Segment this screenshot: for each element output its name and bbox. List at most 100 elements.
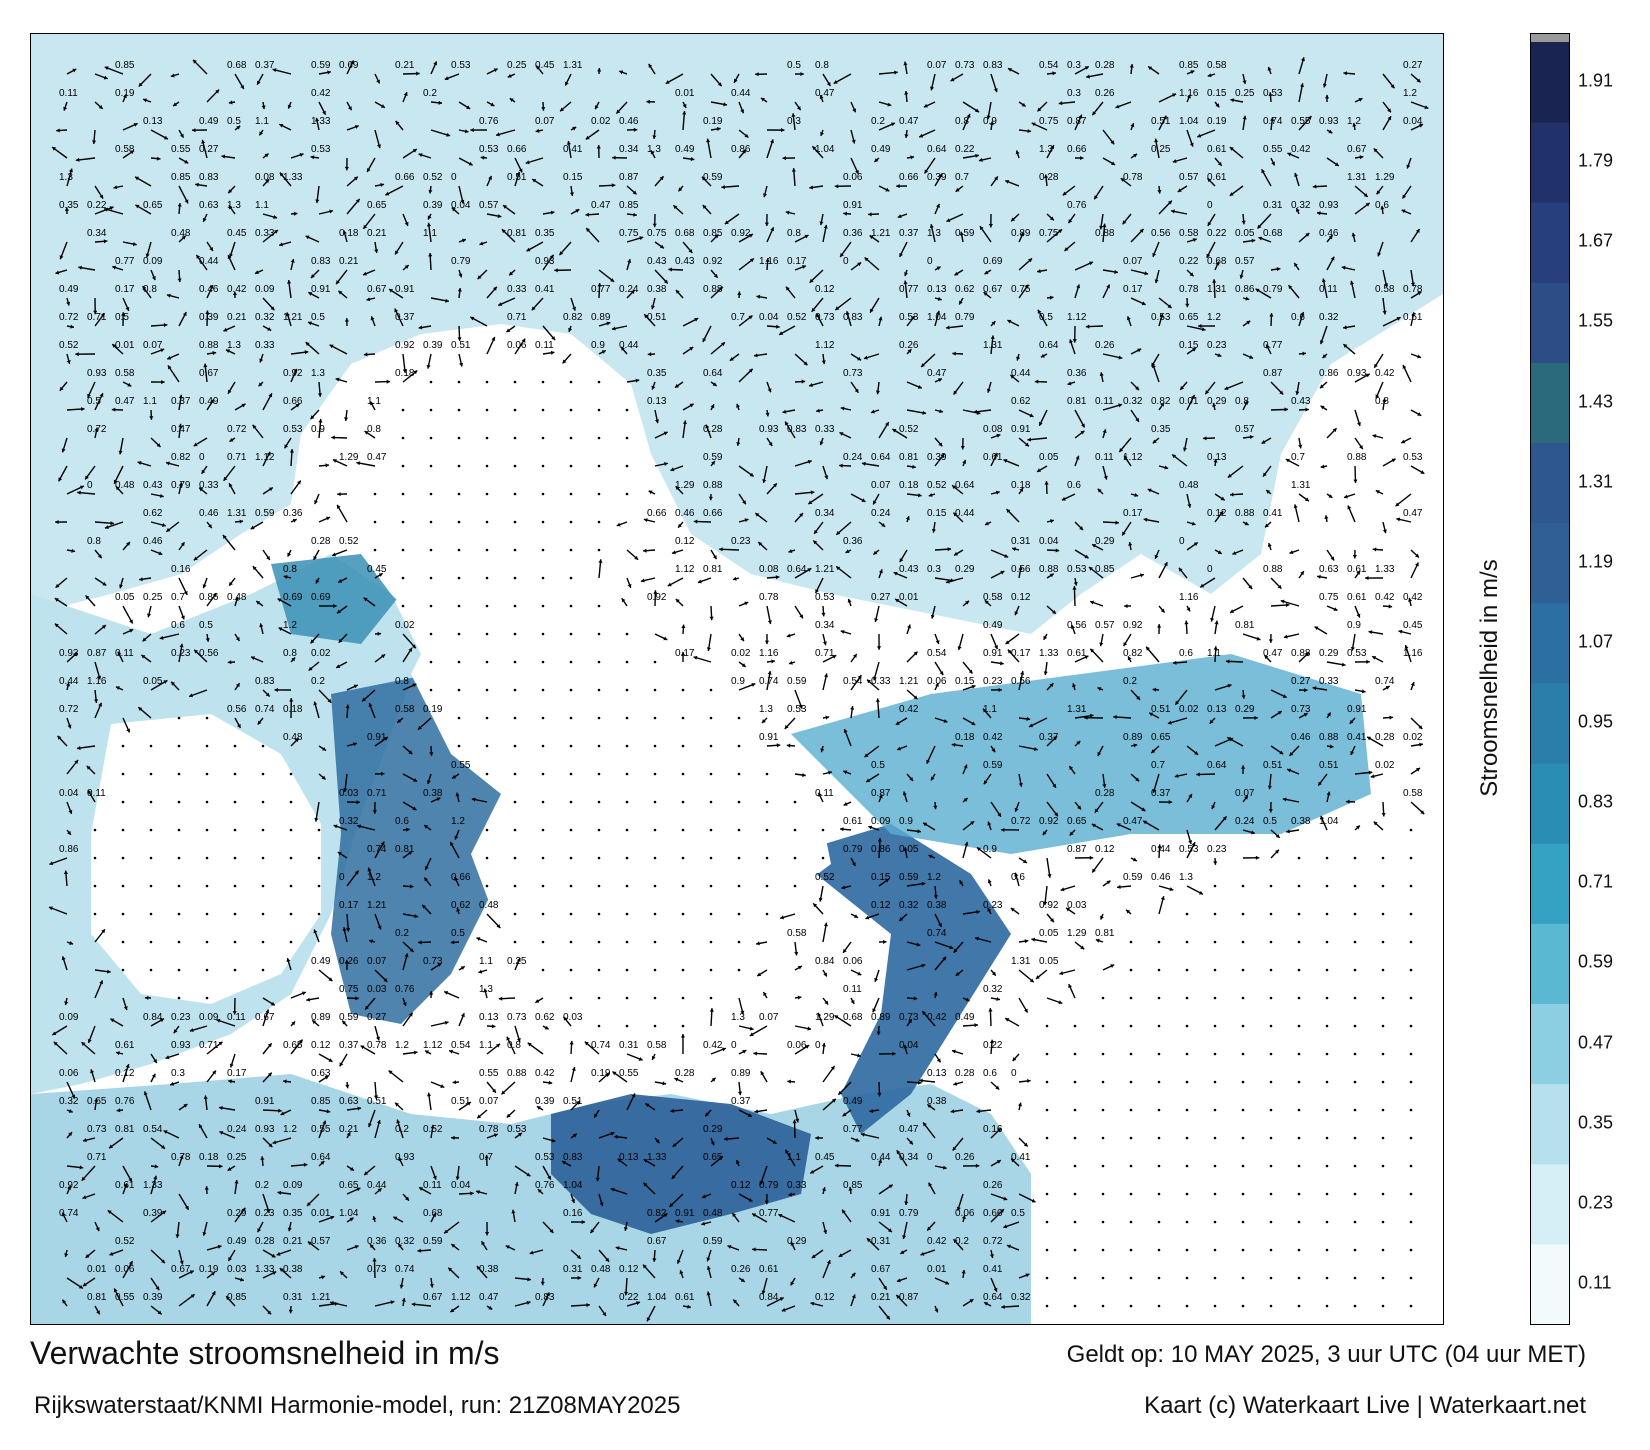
current-arrow-head bbox=[293, 211, 298, 216]
land-grid-dot bbox=[177, 940, 181, 944]
speed-label: 0.37 bbox=[1039, 732, 1059, 743]
land-grid-dot bbox=[1241, 1080, 1245, 1084]
speed-label: 0.02 bbox=[1375, 760, 1395, 771]
speed-label: 0.07 bbox=[759, 1012, 779, 1023]
current-arrow-head bbox=[1050, 145, 1055, 150]
speed-label: 0.37 bbox=[339, 1040, 359, 1051]
speed-label: 0.6 bbox=[1179, 648, 1193, 659]
speed-label: 0.09 bbox=[143, 256, 163, 267]
current-arrow-head bbox=[1374, 363, 1378, 368]
speed-label: 0.32 bbox=[1011, 1292, 1031, 1303]
current-arrow-head bbox=[1162, 115, 1167, 120]
current-arrow-head bbox=[209, 246, 213, 251]
land-grid-dot bbox=[1269, 1052, 1273, 1056]
land-grid-dot bbox=[821, 856, 825, 860]
current-arrow-head bbox=[404, 265, 409, 269]
current-arrow-head bbox=[338, 290, 343, 295]
speed-label: 0.5 bbox=[311, 312, 325, 323]
speed-label: 0.73 bbox=[843, 368, 863, 379]
current-arrow-head bbox=[466, 105, 471, 109]
speed-label: 0.18 bbox=[339, 228, 359, 239]
land-grid-dot bbox=[457, 744, 461, 748]
speed-label: 0.53 bbox=[1263, 88, 1283, 99]
speed-label: 0.68 bbox=[675, 228, 695, 239]
speed-label: 0.89 bbox=[591, 312, 611, 323]
current-arrow-head bbox=[1020, 232, 1024, 237]
current-arrow-head bbox=[1271, 161, 1275, 166]
speed-label: 0.12 bbox=[675, 536, 695, 547]
current-arrow-head bbox=[135, 176, 140, 181]
land-grid-dot bbox=[485, 856, 489, 860]
current-arrow-head bbox=[1351, 232, 1356, 237]
current-arrow-head bbox=[1383, 283, 1389, 288]
speed-label: 0.74 bbox=[59, 1208, 79, 1219]
colorbar-tick-label: 0.23 bbox=[1578, 1192, 1614, 1213]
land-grid-dot bbox=[205, 856, 209, 860]
north-sea-region bbox=[31, 34, 1443, 634]
current-speed-map[interactable]: 0.85 0.68 0.37 0.59 0.69 0.21 0.53 0.25 0.45 1.31… bbox=[30, 33, 1444, 1325]
land-grid-dot bbox=[457, 380, 461, 384]
speed-label: 1.21 bbox=[283, 312, 303, 323]
current-arrow-head bbox=[1302, 351, 1307, 356]
current-arrow-head bbox=[955, 187, 960, 192]
land-grid-dot bbox=[93, 828, 97, 832]
current-arrow-head bbox=[1154, 279, 1159, 284]
speed-label: 0.49 bbox=[675, 144, 695, 155]
current-arrow-head bbox=[240, 85, 244, 90]
land-grid-dot bbox=[569, 464, 573, 468]
speed-label: 0.02 bbox=[1403, 732, 1423, 743]
speed-label: 0.07 bbox=[479, 1096, 499, 1107]
colorbar-tick-label: 1.55 bbox=[1578, 310, 1614, 331]
speed-label: 0.78 bbox=[1123, 172, 1143, 183]
speed-label: 1.1 bbox=[479, 1040, 493, 1051]
current-arrow-head bbox=[742, 149, 747, 154]
speed-label: 0.74 bbox=[1375, 676, 1395, 687]
speed-label: 0.72 bbox=[59, 704, 79, 715]
land-grid-dot bbox=[597, 492, 601, 496]
speed-label: 1.12 bbox=[675, 564, 695, 575]
current-arrow-head bbox=[1328, 235, 1333, 240]
speed-label: 0.16 bbox=[563, 1208, 583, 1219]
current-arrow-head bbox=[816, 313, 820, 318]
land-grid-dot bbox=[569, 660, 573, 664]
speed-label: 0.3 bbox=[927, 564, 941, 575]
current-arrow-head bbox=[305, 342, 310, 347]
speed-label: 0.81 bbox=[1095, 928, 1115, 939]
current-arrow-head bbox=[274, 229, 278, 234]
land-grid-dot bbox=[1297, 1276, 1301, 1280]
speed-label: 0 bbox=[339, 872, 345, 883]
current-arrow-head bbox=[1267, 66, 1272, 71]
land-grid-dot bbox=[1409, 828, 1413, 832]
speed-label: 0.9 bbox=[311, 424, 325, 435]
current-arrow-head bbox=[1294, 262, 1298, 267]
speed-label: 1.2 bbox=[451, 816, 465, 827]
current-arrow-head bbox=[459, 362, 464, 367]
current-arrow-head bbox=[840, 252, 844, 257]
current-arrow-head bbox=[870, 308, 874, 313]
land-grid-dot bbox=[485, 436, 489, 440]
current-arrow-head bbox=[1415, 229, 1420, 234]
current-arrow-head bbox=[1154, 138, 1159, 143]
speed-label: 0.55 bbox=[1263, 144, 1283, 155]
land-grid-dot bbox=[233, 856, 237, 860]
land-grid-dot bbox=[1045, 1052, 1049, 1056]
land-grid-dot bbox=[681, 996, 685, 1000]
land-grid-dot bbox=[1213, 1304, 1217, 1308]
land-grid-dot bbox=[289, 884, 293, 888]
speed-label: 1.2 bbox=[395, 1040, 409, 1051]
speed-label: 0.39 bbox=[927, 452, 947, 463]
land-grid-dot bbox=[1269, 996, 1273, 1000]
speed-label: 0.71 bbox=[227, 452, 247, 463]
speed-label: 0.61 bbox=[1207, 172, 1227, 183]
speed-label: 0.66 bbox=[395, 172, 415, 183]
speed-label: 0.37 bbox=[255, 60, 275, 71]
speed-label: 0.01 bbox=[311, 1208, 331, 1219]
land-grid-dot bbox=[625, 828, 629, 832]
current-arrow-head bbox=[374, 249, 379, 253]
land-grid-dot bbox=[541, 464, 545, 468]
colorbar-band bbox=[1531, 923, 1569, 1004]
current-arrow-head bbox=[1037, 269, 1041, 274]
current-arrow-head bbox=[127, 382, 132, 387]
speed-label: 0.26 bbox=[1095, 88, 1115, 99]
speed-label: 1.2 bbox=[1403, 88, 1417, 99]
